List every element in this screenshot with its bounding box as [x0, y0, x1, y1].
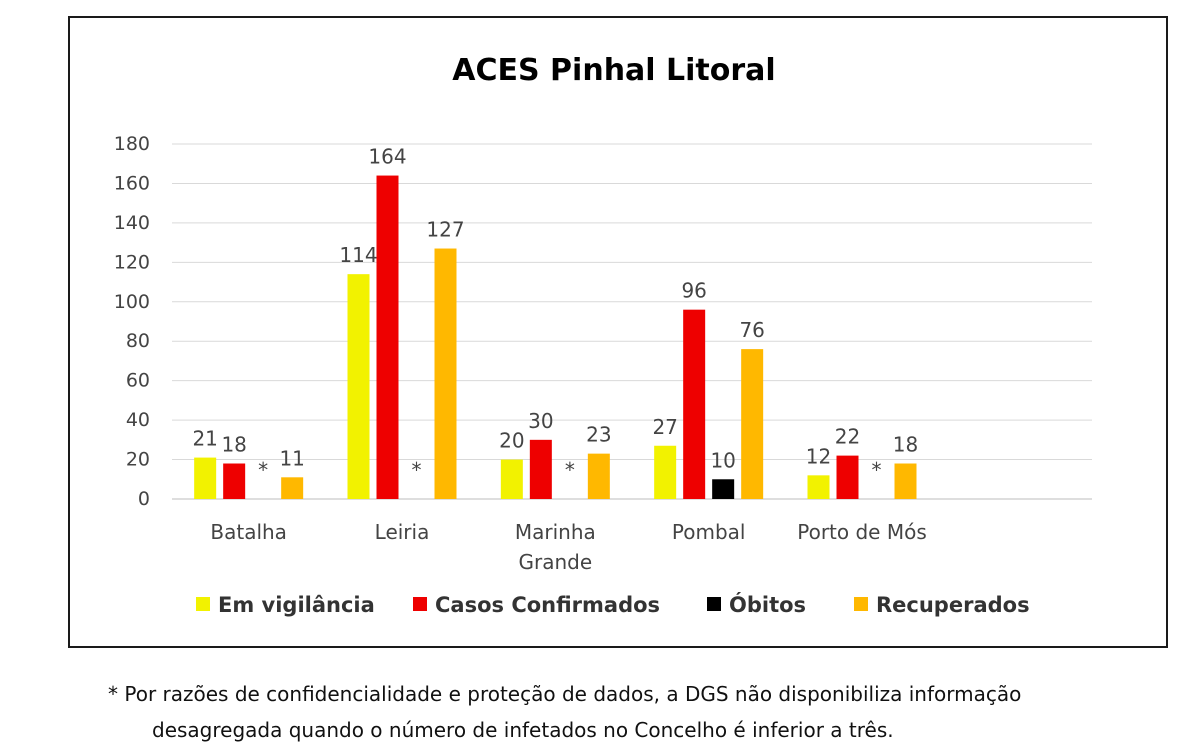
x-tick-label: Grande — [519, 550, 593, 574]
data-label: 21 — [192, 427, 217, 451]
data-label: 164 — [368, 145, 406, 169]
data-label: 18 — [221, 433, 246, 457]
data-label: 11 — [279, 446, 304, 470]
data-label: 30 — [528, 409, 553, 433]
data-label: 27 — [652, 415, 677, 439]
legend-label: Em vigilância — [218, 593, 375, 617]
bar — [587, 453, 610, 499]
data-label: 96 — [681, 279, 706, 303]
legend-label: Casos Confirmados — [435, 593, 660, 617]
bar — [894, 463, 917, 499]
data-label: 22 — [835, 425, 860, 449]
legend-swatch — [413, 597, 427, 611]
bar — [281, 477, 304, 499]
legend-swatch — [707, 597, 721, 611]
x-tick-label: Pombal — [672, 520, 746, 544]
data-label: 20 — [499, 429, 524, 453]
legend-label: Óbitos — [729, 592, 806, 617]
suppressed-marker: * — [565, 458, 575, 482]
bar — [741, 349, 764, 499]
footnote-line-1: * Por razões de confidencialidade e prot… — [108, 682, 1022, 706]
x-tick-label: Leiria — [375, 520, 430, 544]
data-label: 127 — [426, 218, 464, 242]
bar — [223, 463, 246, 499]
bar — [347, 274, 370, 499]
data-label: 76 — [739, 318, 764, 342]
x-tick-label: Batalha — [210, 520, 287, 544]
y-tick-label: 80 — [126, 330, 150, 352]
legend-swatch — [854, 597, 868, 611]
data-label: 114 — [339, 243, 377, 267]
x-tick-label: Porto de Mós — [797, 520, 927, 544]
bar-chart: ACES Pinhal Litoral 0 20 40 60 80 100 120 140 160… — [114, 53, 1092, 617]
y-tick-label: 40 — [126, 409, 150, 431]
chart-frame: ACES Pinhal Litoral 0 20 40 60 80 100 120 140 160… — [68, 16, 1168, 648]
footnote: * Por razões de confidencialidade e prot… — [108, 676, 1021, 748]
y-tick-label: 100 — [114, 291, 150, 313]
data-label: 10 — [710, 448, 735, 472]
y-tick-label: 140 — [114, 212, 150, 234]
bar — [836, 455, 859, 499]
data-label: 23 — [586, 423, 611, 447]
suppressed-marker: * — [872, 458, 882, 482]
bar — [376, 175, 399, 500]
y-tick-label: 160 — [114, 172, 150, 194]
bar — [683, 309, 706, 499]
suppressed-marker: * — [412, 458, 422, 482]
legend-label: Recuperados — [876, 593, 1030, 617]
y-tick-label: 180 — [114, 133, 150, 155]
y-tick-label: 20 — [126, 449, 150, 471]
bar — [807, 475, 830, 499]
y-tick-label: 60 — [126, 370, 150, 392]
legend-swatch — [196, 597, 210, 611]
bar — [654, 445, 677, 499]
bar — [434, 248, 457, 499]
x-tick-label: Marinha — [515, 520, 596, 544]
footnote-line-2: desagregada quando o número de infetados… — [152, 718, 894, 742]
bar — [500, 459, 523, 499]
suppressed-marker: * — [258, 458, 268, 482]
bar — [712, 479, 735, 499]
y-tick-label: 0 — [138, 488, 150, 510]
bar — [529, 439, 552, 499]
chart-title: ACES Pinhal Litoral — [452, 53, 775, 88]
y-tick-label: 120 — [114, 251, 150, 273]
data-label: 18 — [893, 433, 918, 457]
data-label: 12 — [806, 444, 831, 468]
bar — [194, 457, 217, 499]
